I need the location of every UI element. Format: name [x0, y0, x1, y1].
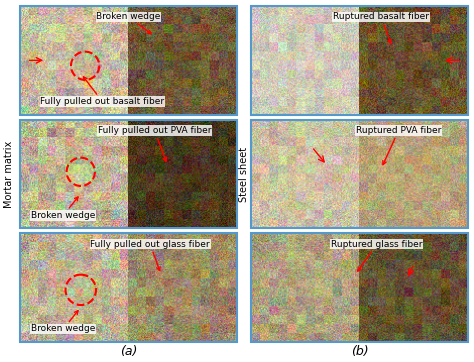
- Text: Fully pulled out basalt fiber: Fully pulled out basalt fiber: [40, 77, 164, 106]
- Bar: [251, 120, 468, 228]
- Text: (a): (a): [120, 345, 137, 358]
- Text: Steel sheet: Steel sheet: [239, 147, 249, 202]
- Bar: [251, 6, 468, 115]
- Text: Broken wedge: Broken wedge: [31, 197, 96, 220]
- Text: Broken wedge: Broken wedge: [96, 12, 161, 34]
- Bar: [20, 120, 237, 228]
- Text: Ruptured PVA fiber: Ruptured PVA fiber: [356, 126, 441, 165]
- Text: Broken wedge: Broken wedge: [31, 311, 96, 333]
- Text: Mortar matrix: Mortar matrix: [4, 140, 14, 208]
- Text: Fully pulled out glass fiber: Fully pulled out glass fiber: [91, 240, 210, 270]
- Text: Ruptured glass fiber: Ruptured glass fiber: [331, 240, 423, 271]
- Bar: [251, 233, 468, 342]
- Text: Fully pulled out PVA fiber: Fully pulled out PVA fiber: [98, 126, 211, 161]
- Bar: [20, 6, 237, 115]
- Text: (b): (b): [351, 345, 368, 358]
- Text: Ruptured basalt fiber: Ruptured basalt fiber: [333, 12, 429, 43]
- Bar: [20, 233, 237, 342]
